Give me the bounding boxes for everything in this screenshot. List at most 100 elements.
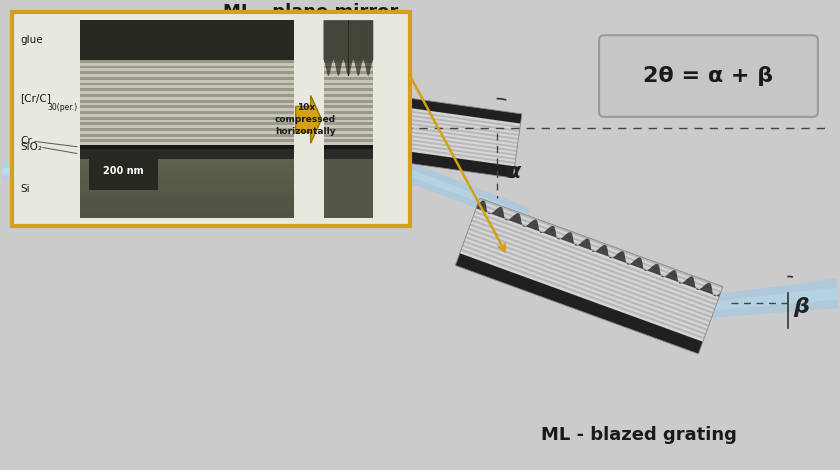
Polygon shape: [455, 253, 703, 354]
Bar: [323, 111, 373, 114]
Polygon shape: [618, 251, 622, 260]
Polygon shape: [527, 225, 528, 227]
Polygon shape: [581, 240, 584, 247]
Bar: [80, 159, 294, 166]
Polygon shape: [648, 268, 650, 271]
Polygon shape: [502, 214, 504, 218]
Bar: [80, 134, 294, 137]
Polygon shape: [501, 212, 503, 218]
Bar: [80, 181, 294, 188]
Polygon shape: [473, 215, 717, 306]
Polygon shape: [99, 116, 513, 176]
Polygon shape: [523, 226, 524, 227]
Polygon shape: [548, 227, 551, 235]
Bar: [80, 20, 294, 219]
Bar: [323, 91, 373, 94]
Polygon shape: [501, 212, 504, 218]
Polygon shape: [697, 289, 699, 290]
Polygon shape: [102, 94, 517, 154]
Polygon shape: [465, 236, 709, 327]
Polygon shape: [458, 257, 701, 348]
Bar: [80, 149, 294, 159]
Polygon shape: [718, 294, 720, 297]
Bar: [80, 159, 294, 219]
Polygon shape: [494, 209, 496, 215]
Polygon shape: [617, 251, 622, 260]
Polygon shape: [572, 239, 574, 243]
Polygon shape: [659, 270, 660, 275]
Polygon shape: [545, 229, 547, 234]
Polygon shape: [600, 245, 603, 253]
Polygon shape: [712, 292, 713, 294]
Polygon shape: [652, 264, 656, 273]
Polygon shape: [546, 228, 549, 234]
Polygon shape: [646, 270, 647, 271]
Polygon shape: [492, 211, 495, 214]
Polygon shape: [704, 283, 707, 291]
Polygon shape: [102, 100, 516, 160]
Polygon shape: [530, 220, 534, 228]
Polygon shape: [496, 207, 500, 216]
Polygon shape: [570, 235, 573, 243]
Polygon shape: [688, 276, 692, 286]
Polygon shape: [701, 286, 704, 290]
Polygon shape: [589, 245, 591, 250]
Polygon shape: [107, 64, 521, 124]
Polygon shape: [521, 222, 522, 225]
Polygon shape: [510, 217, 512, 221]
Polygon shape: [510, 218, 512, 220]
Polygon shape: [469, 226, 713, 316]
Bar: [80, 114, 294, 117]
Polygon shape: [675, 274, 677, 281]
Polygon shape: [103, 88, 517, 148]
Polygon shape: [592, 251, 593, 252]
Polygon shape: [475, 209, 719, 299]
Bar: [80, 86, 294, 88]
Polygon shape: [509, 219, 511, 220]
Bar: [80, 188, 294, 196]
Polygon shape: [528, 224, 529, 227]
Polygon shape: [105, 74, 519, 134]
Polygon shape: [583, 239, 586, 247]
Bar: [80, 88, 294, 91]
Polygon shape: [466, 234, 710, 324]
Polygon shape: [511, 216, 513, 221]
Polygon shape: [707, 284, 711, 293]
Polygon shape: [564, 234, 567, 240]
Polygon shape: [566, 232, 570, 241]
Polygon shape: [526, 226, 527, 227]
Bar: [323, 66, 373, 69]
Polygon shape: [685, 279, 687, 284]
Polygon shape: [549, 226, 554, 235]
Polygon shape: [584, 239, 588, 248]
Polygon shape: [525, 226, 526, 227]
Polygon shape: [499, 208, 503, 217]
Polygon shape: [133, 59, 530, 225]
Polygon shape: [583, 239, 587, 248]
Polygon shape: [548, 226, 552, 235]
Polygon shape: [515, 213, 519, 223]
Polygon shape: [586, 240, 590, 249]
Polygon shape: [558, 238, 559, 239]
Polygon shape: [706, 283, 710, 292]
Polygon shape: [104, 82, 518, 142]
Text: 2θ = α + β: 2θ = α + β: [643, 66, 774, 86]
Polygon shape: [554, 234, 556, 237]
Polygon shape: [102, 98, 516, 158]
Polygon shape: [108, 56, 522, 116]
Polygon shape: [508, 219, 509, 220]
Polygon shape: [674, 272, 677, 280]
Text: −: −: [82, 54, 98, 73]
Polygon shape: [664, 276, 665, 277]
Polygon shape: [576, 245, 577, 246]
Polygon shape: [594, 251, 595, 252]
Polygon shape: [700, 289, 701, 290]
Polygon shape: [597, 248, 600, 252]
Polygon shape: [655, 265, 659, 274]
Polygon shape: [467, 232, 711, 322]
Polygon shape: [457, 259, 701, 350]
Text: 10x
compressed
horizontally: 10x compressed horizontally: [275, 103, 336, 136]
Polygon shape: [514, 213, 517, 222]
Polygon shape: [485, 207, 486, 212]
Polygon shape: [683, 281, 685, 284]
